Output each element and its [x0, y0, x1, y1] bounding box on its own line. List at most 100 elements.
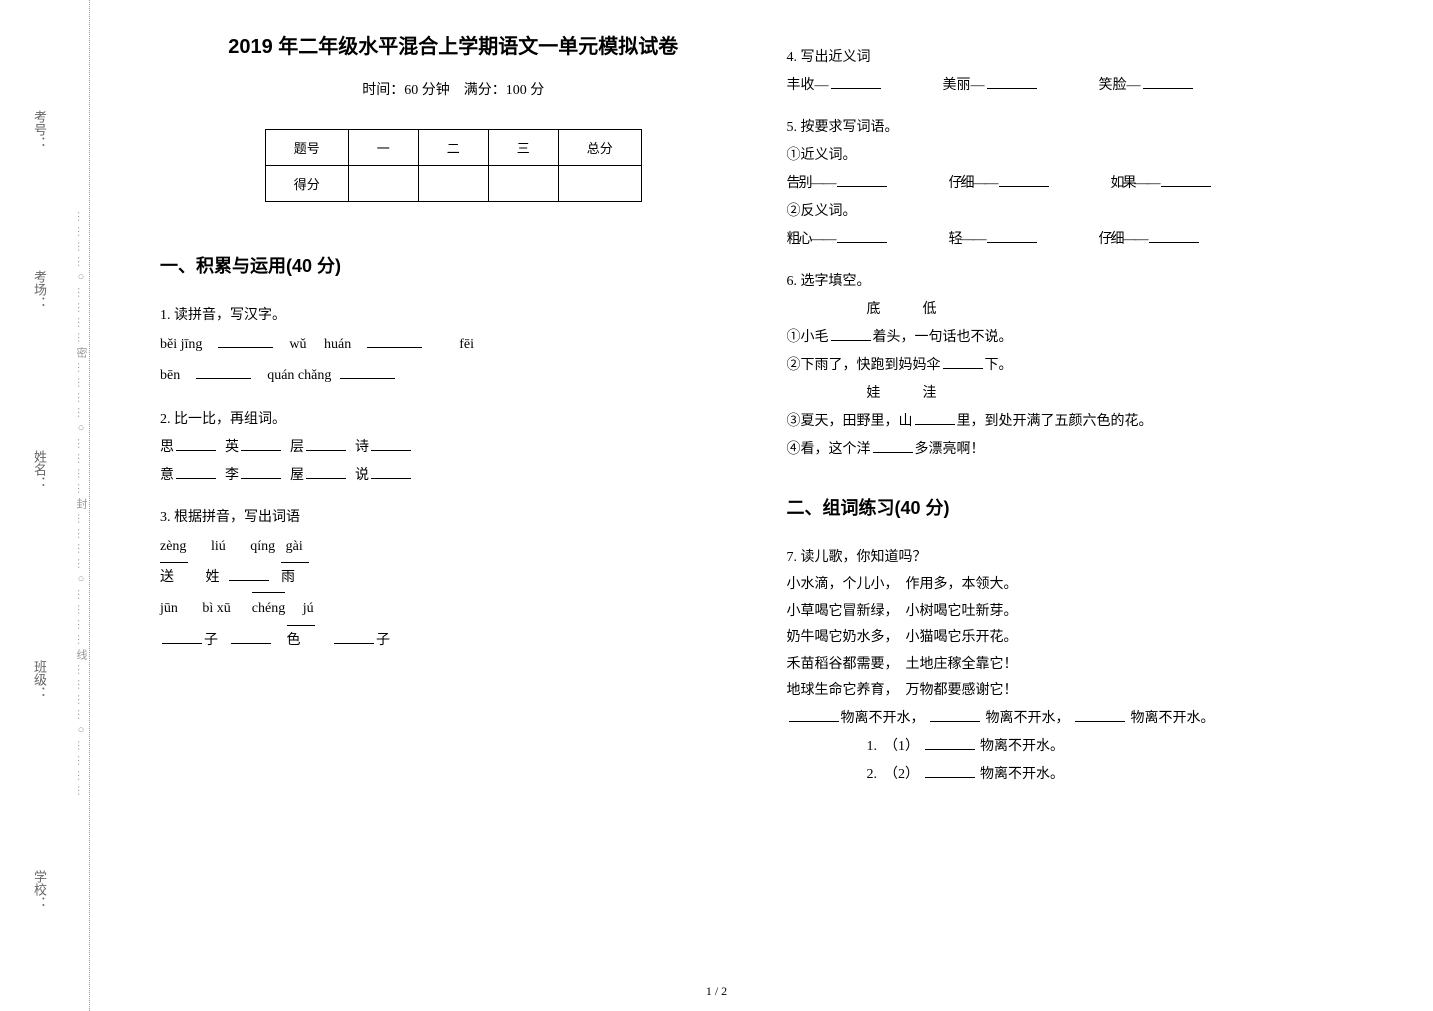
answer-blank[interactable]: [241, 437, 281, 451]
answer-blank[interactable]: [837, 173, 887, 187]
answer-blank[interactable]: [1161, 173, 1211, 187]
answer-blank[interactable]: [231, 630, 271, 644]
question-stem: 4. 写出近义词: [787, 44, 1374, 72]
right-column: 4. 写出近义词 丰收— 美丽— 笑脸— 5. 按要求写词语。 ①近义词。 告别…: [767, 30, 1394, 991]
answer-blank[interactable]: [340, 365, 395, 379]
list-number: 2. （2）: [867, 767, 920, 782]
char: 思: [160, 440, 174, 455]
item-label: 轻——: [949, 232, 985, 247]
score-cell[interactable]: [558, 166, 641, 202]
page-title: 2019 年二年级水平混合上学期语文一单元模拟试卷: [160, 30, 747, 59]
question-7: 7. 读儿歌，你知道吗？ 小水滴，个儿小， 作用多，本领大。 小草喝它冒新绿， …: [787, 544, 1374, 789]
answer-blank[interactable]: [925, 736, 975, 750]
pinyin: jú: [303, 601, 314, 616]
choice-char: 低: [923, 302, 937, 317]
answer-blank[interactable]: [176, 465, 216, 479]
fill-text: 物离不开水。: [980, 739, 1064, 754]
answer-blank[interactable]: [162, 630, 202, 644]
sentence-part: 着头，一句话也不说。: [873, 330, 1013, 345]
score-cell[interactable]: [418, 166, 488, 202]
answer-blank[interactable]: [999, 173, 1049, 187]
answer-blank[interactable]: [176, 437, 216, 451]
answer-blank[interactable]: [334, 630, 374, 644]
question-4: 4. 写出近义词 丰收— 美丽— 笑脸—: [787, 44, 1374, 100]
section-1-heading: 一、积累与运用(40 分): [160, 252, 747, 278]
sentence-part: 多漂亮啊！: [915, 442, 985, 457]
answer-blank[interactable]: [306, 437, 346, 451]
pinyin: bēn: [160, 368, 180, 383]
sentence-part: ②下雨了，快跑到妈妈伞: [787, 358, 941, 373]
pinyin: gài: [286, 539, 303, 554]
char: 子: [376, 633, 390, 648]
score-cell[interactable]: [488, 166, 558, 202]
answer-blank[interactable]: [943, 355, 983, 369]
answer-blank[interactable]: [229, 567, 269, 581]
sentence-part: ①小毛: [787, 330, 829, 345]
choice-char: 洼: [923, 386, 937, 401]
poem-line: 小草喝它冒新绿， 小树喝它吐新芽。: [787, 599, 1374, 626]
sentence-part: ③夏天，田野里，山: [787, 414, 913, 429]
table-row: 得分: [265, 166, 641, 202]
sentence-part: 下。: [985, 358, 1013, 373]
pinyin: zèng: [160, 539, 186, 554]
question-stem: 1. 读拼音，写汉字。: [160, 302, 747, 330]
item-label: 笑脸—: [1099, 78, 1141, 93]
answer-blank[interactable]: [987, 75, 1037, 89]
answer-blank[interactable]: [371, 465, 411, 479]
question-2: 2. 比一比，再组词。 思 英 层 诗 意 李 屋 说: [160, 406, 747, 490]
score-header: 总分: [558, 130, 641, 166]
table-row: 题号 一 二 三 总分: [265, 130, 641, 166]
poem: 小水滴，个儿小， 作用多，本领大。 小草喝它冒新绿， 小树喝它吐新芽。 奶牛喝它…: [787, 572, 1374, 705]
answer-blank[interactable]: [930, 708, 980, 722]
overline-blank[interactable]: 雨: [281, 562, 309, 592]
score-cell[interactable]: [348, 166, 418, 202]
fill-text: 物离不开水，: [982, 711, 1070, 726]
time-label: 时间：60 分钟: [362, 83, 450, 98]
pinyin: fēi: [459, 337, 474, 352]
fill-text: 物离不开水。: [980, 767, 1064, 782]
page-number: 1 / 2: [706, 984, 727, 999]
item-label: 如果——: [1111, 176, 1159, 191]
section-2-heading: 二、组词练习(40 分): [787, 494, 1374, 520]
item-label: 粗心——: [787, 232, 835, 247]
answer-blank[interactable]: [831, 75, 881, 89]
answer-blank[interactable]: [789, 708, 839, 722]
answer-blank[interactable]: [218, 334, 273, 348]
binding-label-name: 姓名：: [30, 450, 49, 489]
answer-blank[interactable]: [925, 764, 975, 778]
answer-blank[interactable]: [196, 365, 251, 379]
pinyin: běi jīng: [160, 337, 202, 352]
answer-blank[interactable]: [915, 411, 955, 425]
answer-blank[interactable]: [987, 229, 1037, 243]
subheading: ①近义词。: [787, 142, 1374, 170]
answer-blank[interactable]: [1075, 708, 1125, 722]
answer-blank[interactable]: [1143, 75, 1193, 89]
answer-blank[interactable]: [1149, 229, 1199, 243]
answer-blank[interactable]: [367, 334, 422, 348]
binding-label-room: 考场：: [30, 270, 49, 309]
sentence-part: 里，到处开满了五颜六色的花。: [957, 414, 1153, 429]
score-header: 一: [348, 130, 418, 166]
score-header: 题号: [265, 130, 348, 166]
pinyin: wǔ: [289, 337, 306, 352]
binding-label-class: 班级：: [30, 660, 49, 699]
answer-blank[interactable]: [371, 437, 411, 451]
question-stem: 5. 按要求写词语。: [787, 114, 1374, 142]
question-5: 5. 按要求写词语。 ①近义词。 告别—— 仔细—— 如果—— ②反义词。 粗心…: [787, 114, 1374, 254]
item-label: 告别——: [787, 176, 835, 191]
answer-blank[interactable]: [306, 465, 346, 479]
question-1: 1. 读拼音，写汉字。 běi jīng wǔ huán fēi bēn quá…: [160, 302, 747, 392]
char: 诗: [355, 440, 369, 455]
overline-blank[interactable]: 送: [160, 562, 188, 592]
answer-blank[interactable]: [241, 465, 281, 479]
overline-blank[interactable]: 色: [287, 625, 315, 655]
binding-margin: …………○…………密…………○…………封…………○…………线…………○………… …: [0, 0, 90, 1011]
score-header: 二: [418, 130, 488, 166]
answer-blank[interactable]: [837, 229, 887, 243]
question-3: 3. 根据拼音，写出词语 zèng liú qíng gài 送 姓 雨 jūn…: [160, 504, 747, 656]
answer-blank[interactable]: [873, 439, 913, 453]
item-label: 仔细——: [1099, 232, 1147, 247]
pinyin: qíng: [250, 539, 275, 554]
item-label: 仔细——: [949, 176, 997, 191]
answer-blank[interactable]: [831, 327, 871, 341]
